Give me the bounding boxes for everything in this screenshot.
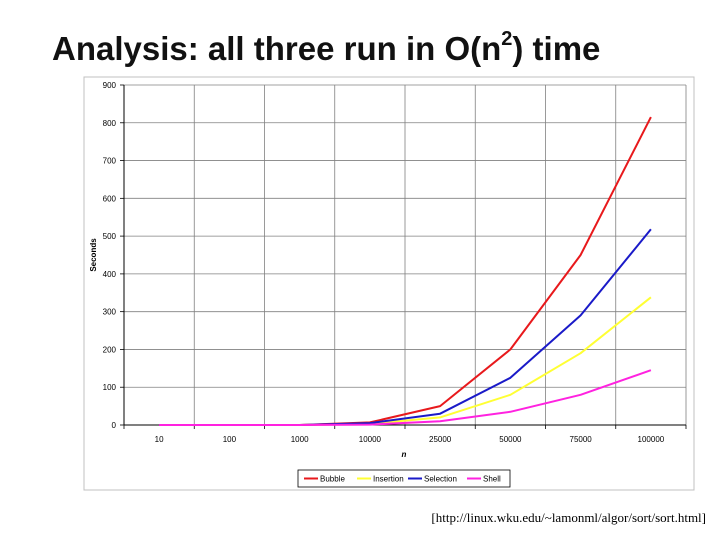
legend-label-bubble: Bubble [320,475,345,484]
title-suffix: ) time [512,30,601,67]
y-tick-label: 900 [103,81,117,90]
y-tick-label: 0 [112,421,117,430]
slide-title: Analysis: all three run in O(n2) time [52,28,601,68]
x-tick-label: 100 [223,435,237,444]
x-tick-label: 10 [155,435,164,444]
tick-layer: 0 100 200 300 400 500 600 700 800 900 10 100 1000 100… [103,81,665,444]
y-tick-label: 300 [103,308,117,317]
y-tick-label: 800 [103,119,117,128]
y-axis-label: Seconds [89,238,98,272]
title-exponent: 2 [501,28,513,50]
x-tick-label: 25000 [429,435,452,444]
legend-label-shell: Shell [483,475,501,484]
x-tick-label: 1000 [291,435,309,444]
title-prefix: Analysis: all three run in O(n [52,30,502,67]
legend: Bubble Insertion Selection Shell [304,475,501,484]
x-tick-label: 50000 [499,435,522,444]
y-tick-label: 400 [103,270,117,279]
legend-box [297,469,511,488]
source-citation: [http://linux.wku.edu/~lamonml/algor/sor… [431,510,706,525]
line-chart: 0 100 200 300 400 500 600 700 800 900 10 100 1000 100… [83,76,695,491]
legend-label-insertion: Insertion [373,475,404,484]
y-tick-label: 200 [103,345,117,354]
y-tick-label: 100 [103,383,117,392]
x-axis-label: n [402,450,407,459]
y-tick-label: 700 [103,157,117,166]
x-tick-label: 100000 [638,435,665,444]
legend-label-selection: Selection [424,475,457,484]
x-tick-label: 75000 [570,435,593,444]
series-line-shell [159,369,652,426]
series-layer [159,116,652,426]
y-tick-label: 500 [103,232,117,241]
y-tick-label: 600 [103,194,117,203]
chart-frame [83,76,695,491]
grid-layer [120,84,687,429]
x-tick-label: 10000 [359,435,382,444]
